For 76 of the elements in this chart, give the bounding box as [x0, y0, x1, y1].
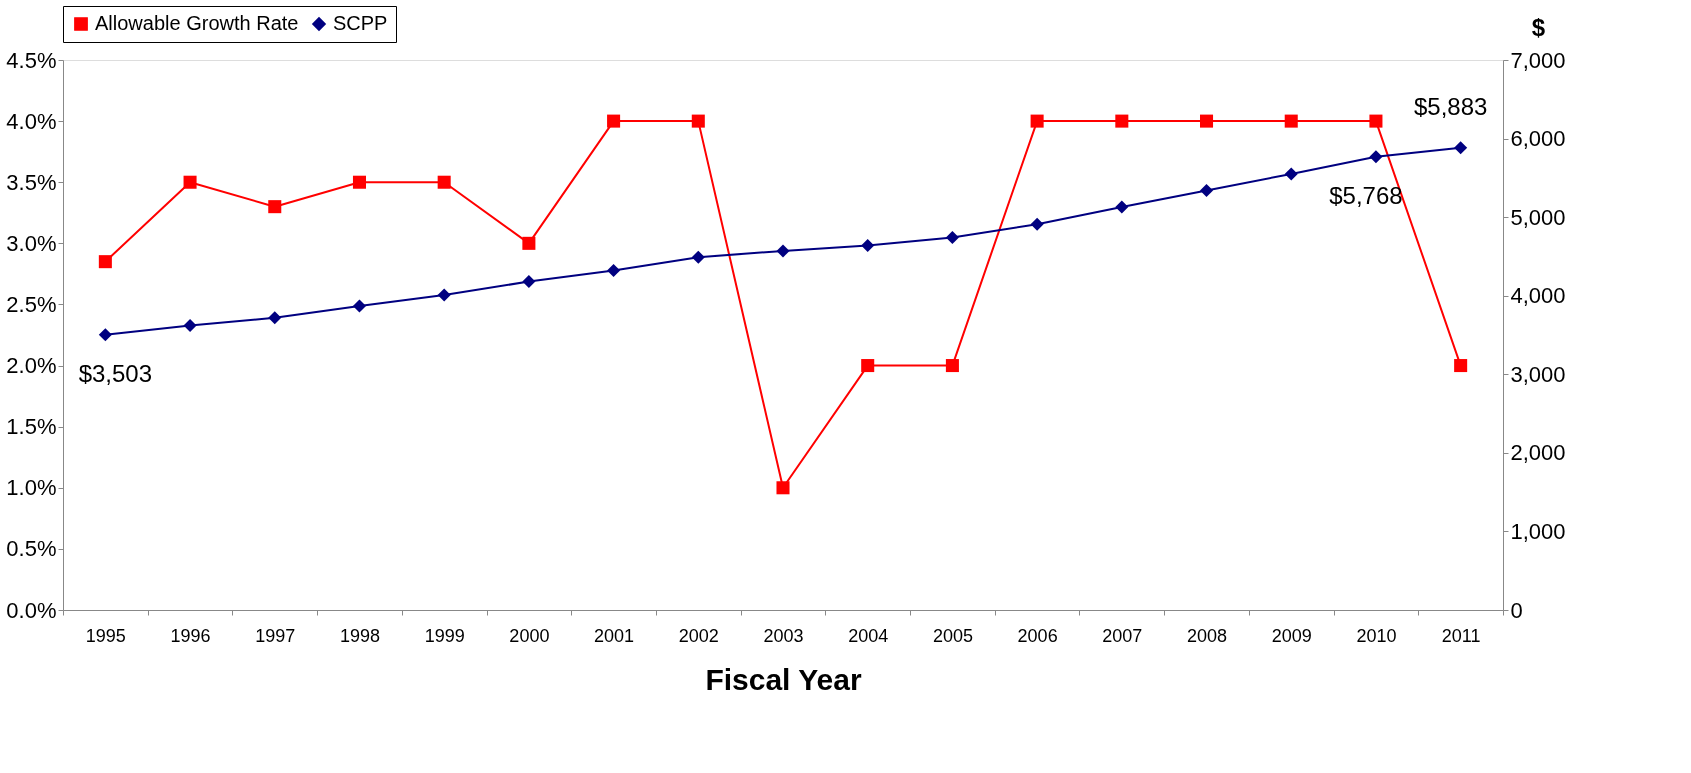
point: [437, 175, 451, 189]
point: [1030, 114, 1044, 128]
y-tick-label: 3.0%: [6, 230, 57, 256]
point: [1454, 359, 1468, 373]
x-tick-label: 2002: [678, 625, 719, 646]
point: [1030, 217, 1044, 231]
y-tick-label: 4.0%: [6, 108, 57, 134]
y2-tick-label: 5,000: [1510, 204, 1566, 230]
x-tick-label: 2010: [1356, 625, 1397, 646]
point: [437, 288, 451, 302]
x-tick-label: 2004: [848, 625, 889, 646]
point: [352, 299, 366, 313]
x-tick-label: 2000: [509, 625, 550, 646]
point: [1200, 114, 1214, 128]
point: [1369, 114, 1383, 128]
point: [183, 319, 197, 333]
point: [98, 328, 112, 342]
x-tick-label: 2003: [763, 625, 804, 646]
y2-tick-label: 7,000: [1510, 47, 1566, 73]
y-tick-label: 3.5%: [6, 169, 57, 195]
y-tick-label: 2.5%: [6, 291, 57, 317]
point: [691, 114, 705, 128]
x-tick-label: 1996: [170, 625, 211, 646]
y2-tick-label: 3,000: [1510, 361, 1566, 387]
x-tick-label: 1998: [339, 625, 380, 646]
point: [607, 114, 621, 128]
data-label: $5,768: [1329, 181, 1403, 209]
y-tick-label: 4.5%: [6, 47, 57, 73]
x-tick-label: 2008: [1187, 625, 1228, 646]
point: [268, 200, 282, 214]
point: [1369, 150, 1383, 164]
point: [1454, 141, 1468, 155]
data-label: $5,883: [1413, 92, 1488, 120]
point: [776, 244, 790, 258]
y2-tick-label: 0: [1510, 597, 1523, 623]
y-tick-label: 2.0%: [6, 353, 57, 379]
x-tick-label: 2005: [932, 625, 973, 646]
x-axis-title: Fiscal Year: [705, 662, 862, 696]
point: [1115, 200, 1129, 214]
legend-label: SCPP: [333, 12, 388, 34]
y2-tick-label: 6,000: [1510, 126, 1566, 152]
point: [945, 359, 959, 373]
x-tick-label: 2009: [1271, 625, 1312, 646]
point: [776, 481, 790, 495]
y2-tick-label: 4,000: [1510, 283, 1566, 309]
point: [1200, 183, 1214, 197]
point: [1284, 114, 1298, 128]
y2-tick-label: 1,000: [1510, 518, 1566, 544]
y2-tick-label: 2,000: [1510, 440, 1566, 466]
x-tick-label: 2001: [594, 625, 635, 646]
point: [861, 359, 875, 373]
point: [607, 264, 621, 278]
point: [861, 238, 875, 252]
data-label: $3,503: [78, 359, 153, 387]
point: [98, 255, 112, 269]
y-tick-label: 0.0%: [6, 597, 57, 623]
point: [945, 231, 959, 245]
point: [522, 236, 536, 250]
point: [522, 275, 536, 289]
x-tick-label: 1999: [424, 625, 465, 646]
y-tick-label: 1.0%: [6, 475, 57, 501]
legend-label: Allowable Growth Rate: [95, 12, 299, 34]
x-tick-label: 2007: [1102, 625, 1143, 646]
y-tick-label: 1.5%: [6, 414, 57, 440]
point: [352, 175, 366, 189]
y2-axis-title: $: [1531, 13, 1546, 41]
x-tick-label: 1995: [85, 625, 126, 646]
x-tick-label: 1997: [255, 625, 296, 646]
point: [268, 311, 282, 325]
y-tick-label: 0.5%: [6, 536, 57, 562]
point: [1284, 167, 1298, 181]
point: [183, 175, 197, 189]
x-tick-label: 2006: [1017, 625, 1058, 646]
point: [691, 250, 705, 264]
point: [1115, 114, 1129, 128]
x-tick-label: 2011: [1441, 625, 1481, 646]
